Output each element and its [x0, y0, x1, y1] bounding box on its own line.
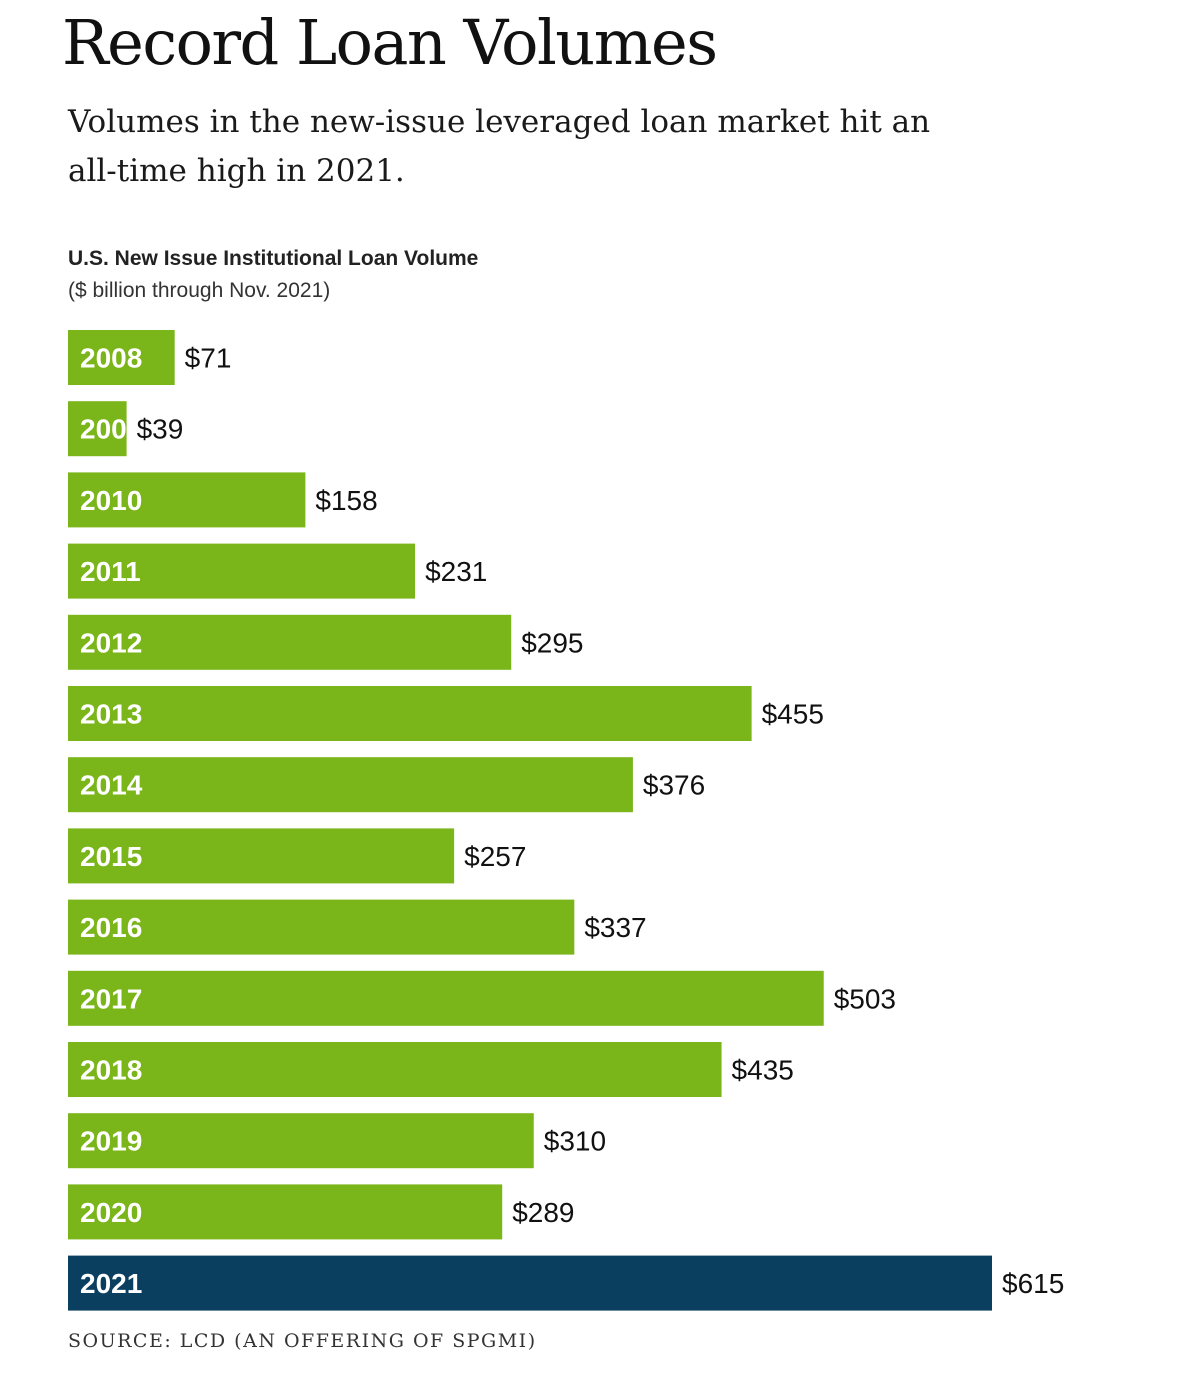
bar-category-label-2013: 2013 [80, 699, 142, 730]
page-title: Record Loan Volumes [62, 6, 718, 79]
bar-value-label-2017: $503 [834, 983, 896, 1014]
bar-value-label-2009: $39 [137, 414, 184, 445]
bar-2019 [68, 1113, 534, 1169]
bar-value-label-2011: $231 [425, 556, 487, 587]
chart-subtitle: ($ billion through Nov. 2021) [68, 279, 331, 302]
bar-2020 [68, 1184, 503, 1240]
bar-2014 [68, 757, 633, 813]
chart-title: U.S. New Issue Institutional Loan Volume [68, 247, 479, 270]
bar-category-label-2009: 2009 [80, 414, 142, 445]
bar-category-label-2011: 2011 [80, 556, 141, 587]
bar-category-label-2012: 2012 [80, 627, 142, 658]
source-note: SOURCE: LCD (AN OFFERING OF SPGMI) [68, 1330, 537, 1352]
bar-category-label-2008: 2008 [80, 343, 142, 374]
bar-value-label-2013: $455 [762, 699, 824, 730]
bar-value-label-2020: $289 [512, 1197, 574, 1228]
bar-category-label-2019: 2019 [80, 1126, 142, 1157]
bar-category-label-2010: 2010 [80, 485, 142, 516]
bar-category-label-2018: 2018 [80, 1055, 142, 1086]
bar-value-label-2016: $337 [584, 912, 646, 943]
bar-2018 [68, 1042, 722, 1097]
bar-category-label-2016: 2016 [80, 912, 142, 943]
bar-category-label-2020: 2020 [80, 1197, 142, 1228]
bar-value-label-2010: $158 [315, 485, 377, 516]
bar-value-label-2019: $310 [544, 1126, 606, 1157]
bar-2009 [68, 401, 127, 457]
bar-category-label-2015: 2015 [80, 841, 142, 872]
bar-2008 [68, 330, 175, 385]
bar-2013 [68, 686, 752, 741]
bar-value-label-2012: $295 [521, 627, 583, 658]
bar-category-label-2017: 2017 [80, 983, 142, 1014]
bar-category-label-2014: 2014 [80, 770, 143, 801]
bar-value-label-2015: $257 [464, 841, 526, 872]
bar-value-label-2021: $615 [1002, 1268, 1064, 1299]
bar-2016 [68, 899, 575, 955]
bar-2011 [68, 543, 416, 599]
bar-2012 [68, 614, 512, 670]
bar-2010 [68, 472, 306, 528]
bar-2021 [68, 1255, 992, 1311]
bar-category-label-2021: 2021 [80, 1268, 142, 1299]
bar-2015 [68, 828, 455, 884]
bar-2017 [68, 970, 824, 1026]
bar-value-label-2014: $376 [643, 770, 705, 801]
bar-value-label-2018: $435 [732, 1055, 794, 1086]
page-subtitle: Volumes in the new-issue leveraged loan … [68, 104, 931, 189]
bar-value-label-2008: $71 [185, 343, 232, 374]
bar-chart: 2008 $71 2009$39 2010 $158 2011 $231 2012 $295 20… [68, 330, 1064, 1311]
